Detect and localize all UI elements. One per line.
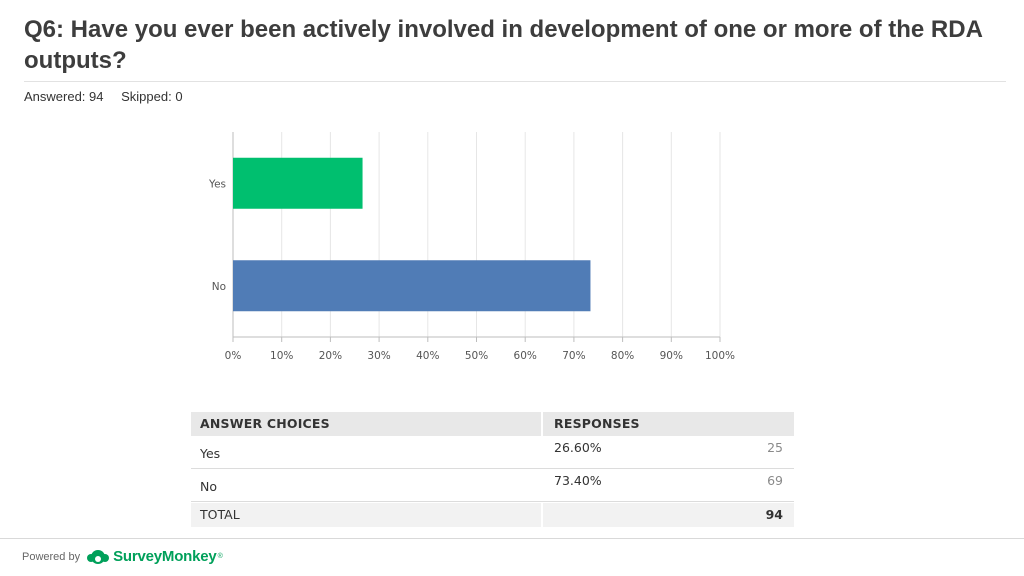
header-responses: RESPONSES bbox=[541, 412, 794, 436]
bar-no[interactable] bbox=[233, 260, 591, 312]
footer: Powered by SurveyMonkey ® bbox=[22, 548, 223, 565]
choice-label: Yes bbox=[200, 446, 221, 461]
x-tick-label: 40% bbox=[416, 350, 439, 362]
footer-divider bbox=[0, 538, 1024, 539]
question-title: Q6: Have you ever been actively involved… bbox=[24, 16, 983, 74]
title-divider bbox=[24, 81, 1006, 82]
x-tick-label: 90% bbox=[660, 350, 683, 362]
x-tick-label: 80% bbox=[611, 350, 634, 362]
choice-label: No bbox=[200, 479, 217, 494]
x-tick-label: 30% bbox=[367, 350, 390, 362]
table-row: No 73.40% 69 bbox=[191, 469, 794, 502]
bar-yes[interactable] bbox=[233, 157, 363, 209]
response-summary: Answered: 94 Skipped: 0 bbox=[24, 89, 197, 104]
answered-count: Answered: 94 bbox=[24, 89, 104, 104]
powered-by-text: Powered by bbox=[22, 550, 81, 563]
total-label: TOTAL bbox=[200, 507, 240, 522]
responses-table: ANSWER CHOICES RESPONSES Yes 26.60% 25 N… bbox=[191, 412, 794, 527]
total-count: 94 bbox=[765, 507, 783, 522]
x-tick-label: 50% bbox=[465, 350, 488, 362]
x-tick-label: 70% bbox=[562, 350, 585, 362]
skipped-count: Skipped: 0 bbox=[121, 89, 183, 104]
total-row: TOTAL 94 bbox=[191, 502, 794, 527]
brand-name: SurveyMonkey bbox=[113, 548, 217, 565]
response-percent: 73.40% bbox=[554, 473, 602, 488]
x-tick-label: 10% bbox=[270, 350, 293, 362]
x-tick-label: 20% bbox=[319, 350, 342, 362]
registered-mark-icon: ® bbox=[217, 553, 223, 560]
response-count: 69 bbox=[767, 473, 783, 488]
table-header: ANSWER CHOICES RESPONSES bbox=[191, 412, 794, 436]
x-tick-label: 0% bbox=[225, 350, 242, 362]
x-tick-label: 100% bbox=[705, 350, 735, 362]
header-answer-choices: ANSWER CHOICES bbox=[200, 416, 330, 431]
bar-chart: 0% 10% 20% 30% 40% 50% 60% 70% 80% 90% 100% Yes No bbox=[208, 132, 735, 362]
response-percent: 26.60% bbox=[554, 440, 602, 455]
surveymonkey-logo-icon bbox=[87, 549, 110, 564]
table-row: Yes 26.60% 25 bbox=[191, 436, 794, 469]
x-tick-label: 60% bbox=[514, 350, 537, 362]
category-label: No bbox=[212, 281, 226, 293]
category-label: Yes bbox=[208, 178, 226, 190]
response-count: 25 bbox=[767, 440, 783, 455]
surveymonkey-logo-link[interactable]: SurveyMonkey ® bbox=[86, 548, 223, 565]
